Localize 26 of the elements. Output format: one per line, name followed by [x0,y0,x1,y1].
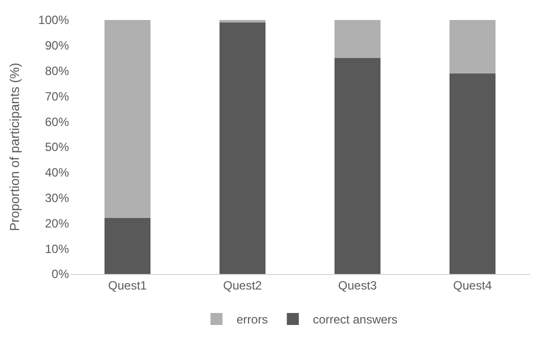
y-tick-label: 60% [44,114,70,129]
x-tick-label: Quest2 [223,278,262,292]
y-tick-label: 80% [44,64,70,78]
y-tick-label: 70% [44,89,70,104]
y-tick-label: 90% [44,38,70,53]
legend-label: errors [236,312,268,327]
bar [450,20,496,74]
y-tick-label: 30% [44,191,70,205]
y-tick-label: 50% [44,140,70,154]
bar [450,73,496,274]
legend-label: correct answers [312,312,398,327]
bar [220,22,266,274]
y-tick-label: 40% [44,166,70,180]
bar [104,218,150,274]
x-tick-label: Quest1 [108,278,148,292]
y-tick-label: 10% [44,242,70,256]
bar [220,20,266,23]
bar [104,20,150,218]
x-tick-label: Quest3 [338,278,378,292]
bar [334,20,380,58]
bar [334,58,380,274]
y-tick-label: 0% [52,267,70,282]
y-tick-label: 100% [38,13,70,28]
x-tick-label: Quest4 [453,278,492,292]
y-axis-title: Proportion of participants (%) [7,62,22,232]
y-tick-label: 20% [44,216,70,230]
